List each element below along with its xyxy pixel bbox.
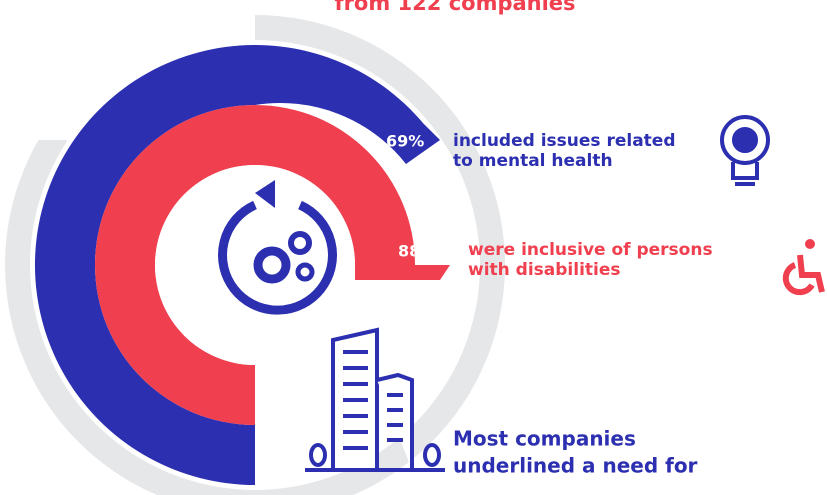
item-text: to mental health <box>453 151 613 171</box>
title: from 122 companies <box>334 0 575 15</box>
percent-label: 69% <box>386 132 424 151</box>
footer-text: Most companies <box>453 427 636 451</box>
item-text: were inclusive of persons <box>468 240 713 260</box>
brain-bulb-icon <box>722 117 768 184</box>
item-text: included issues related <box>453 131 676 151</box>
footer-text: underlined a need for <box>453 454 698 478</box>
page: from 122 companies 69% included issues r… <box>0 0 827 495</box>
item-text: with disabilities <box>468 260 621 280</box>
percent-label: 88% <box>398 242 436 261</box>
wheelchair-icon <box>786 239 822 292</box>
infographic: from 122 companies 69% included issues r… <box>0 0 827 495</box>
red-tab <box>355 265 415 280</box>
